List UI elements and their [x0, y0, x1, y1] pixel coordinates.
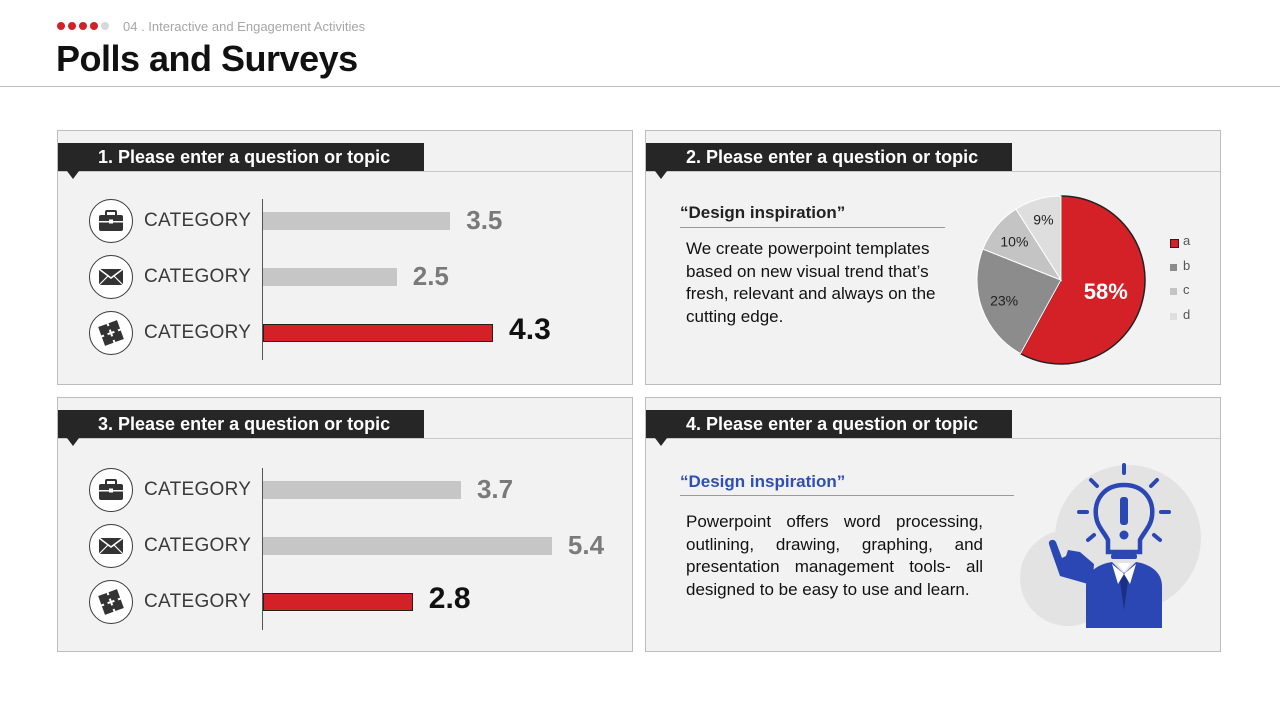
legend-label: a: [1183, 233, 1191, 248]
legend-swatch: [1170, 312, 1177, 320]
envelope-icon: [89, 524, 133, 568]
idea-businessman-icon: [1020, 463, 1201, 628]
heading-pointer: [67, 171, 79, 179]
quote-divider: [680, 227, 945, 228]
bar-value: 5.4: [567, 530, 605, 560]
bar-row: CATEGORY 4.3: [58, 309, 634, 359]
panel-heading: 1. Please enter a question or topic: [58, 143, 424, 171]
bar-value: 4.3: [509, 313, 551, 346]
pie-slice: [1019, 195, 1146, 365]
poll-panel-3: 3. Please enter a question or topic CATE…: [57, 397, 633, 652]
progress-dot: [57, 22, 65, 30]
progress-dot: [68, 22, 76, 30]
bar-value: 2.5: [412, 261, 449, 291]
category-label: CATEGORY: [144, 266, 252, 287]
description-text: We create powerpoint templates based on …: [686, 239, 936, 326]
legend-swatch: [1170, 288, 1177, 295]
bar-row: CATEGORY 3.7: [58, 466, 634, 516]
panel-heading: 4. Please enter a question or topic: [646, 410, 1012, 438]
pie-label: 23%: [990, 292, 1018, 308]
progress-dots: [57, 22, 109, 30]
chart-bar: [263, 324, 494, 342]
legend-swatch: [1170, 239, 1179, 248]
pie-slice: [976, 248, 1062, 355]
chart-bar: [263, 593, 413, 611]
legend-label: d: [1183, 306, 1191, 322]
briefcase-icon: [89, 468, 133, 512]
pie-chart: 58% 23% 10% 9%: [976, 195, 1146, 365]
quote-title: “Design inspiration”: [680, 472, 846, 491]
bar-value: 2.8: [428, 582, 471, 615]
panel-divider: [58, 438, 632, 439]
bar-row: CATEGORY 5.4: [58, 522, 634, 572]
quote-divider: [680, 495, 1014, 496]
heading-pointer: [655, 438, 667, 446]
panel-divider: [58, 171, 632, 172]
panel-divider: [646, 438, 1220, 439]
category-label: CATEGORY: [144, 479, 252, 500]
bar-axis: [262, 468, 263, 630]
panel-divider: [646, 171, 1220, 172]
bar-row: CATEGORY 3.5: [58, 197, 634, 247]
bar-value: 3.7: [476, 474, 514, 504]
chart-bar: [263, 481, 461, 499]
poll-panel-2: 2. Please enter a question or topic “Des…: [645, 130, 1221, 385]
envelope-icon: [89, 255, 133, 299]
legend-label: c: [1183, 282, 1190, 297]
legend-swatch: [1170, 263, 1177, 271]
description-text: Powerpoint offers word processing, outli…: [686, 512, 983, 599]
heading-pointer: [67, 438, 79, 446]
category-label: CATEGORY: [144, 535, 252, 556]
panel-heading: 3. Please enter a question or topic: [58, 410, 424, 438]
bar-row: CATEGORY 2.5: [58, 253, 634, 303]
briefcase-icon: [89, 199, 133, 243]
quote-title: “Design inspiration”: [680, 203, 846, 222]
heading-pointer: [655, 171, 667, 179]
bar-value: 3.5: [466, 205, 503, 235]
section-label: 04 . Interactive and Engagement Activiti…: [123, 19, 366, 34]
progress-dot: [79, 22, 87, 30]
category-label: CATEGORY: [144, 591, 252, 612]
chart-bar: [263, 212, 451, 230]
header-divider: [0, 86, 1280, 87]
pie-slice: [1015, 195, 1062, 282]
chart-bar: [263, 268, 397, 286]
pie-label: 10%: [1000, 233, 1028, 249]
puzzle-icon: [89, 311, 133, 355]
puzzle-icon: [89, 580, 133, 624]
pie-label: 58%: [1084, 279, 1128, 304]
poll-panel-1: 1. Please enter a question or topic CATE…: [57, 130, 633, 385]
pie-label: 9%: [1033, 211, 1053, 227]
legend-label: b: [1183, 257, 1191, 273]
bar-axis: [262, 199, 263, 360]
bar-row: CATEGORY 2.8: [58, 578, 634, 628]
progress-dot: [101, 22, 109, 30]
panel-heading: 2. Please enter a question or topic: [646, 143, 1012, 171]
category-label: CATEGORY: [144, 210, 252, 231]
category-label: CATEGORY: [144, 322, 252, 343]
chart-bar: [263, 537, 552, 555]
poll-panel-4: 4. Please enter a question or topic “Des…: [645, 397, 1221, 652]
page-title: Polls and Surveys: [56, 38, 358, 79]
progress-dot: [90, 22, 98, 30]
